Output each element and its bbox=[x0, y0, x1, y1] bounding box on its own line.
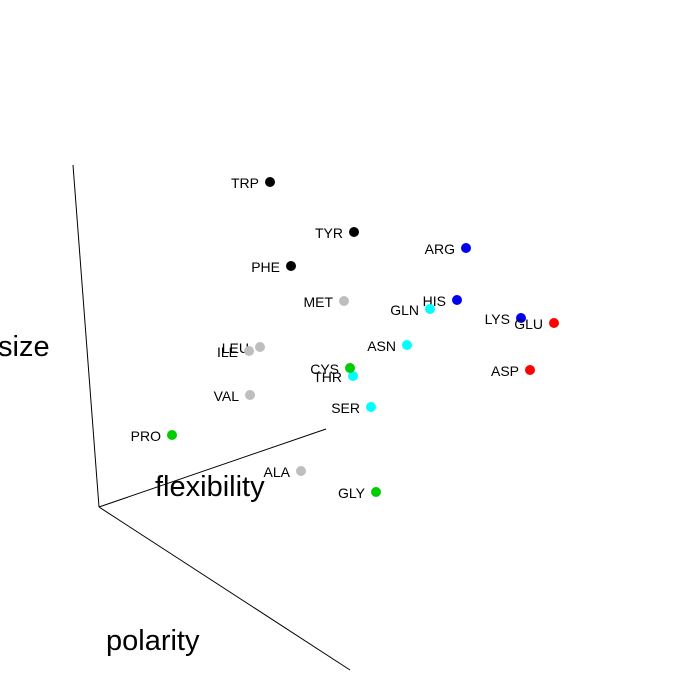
point-cys bbox=[345, 363, 355, 373]
axis-line-size bbox=[72, 164, 100, 508]
point-ala bbox=[296, 466, 306, 476]
point-label-phe: PHE bbox=[251, 259, 280, 275]
point-ile bbox=[244, 346, 254, 356]
point-label-lys: LYS bbox=[485, 311, 510, 327]
point-label-gly: GLY bbox=[338, 485, 366, 501]
point-asn bbox=[402, 340, 412, 350]
point-pro bbox=[167, 430, 177, 440]
axis-label-size: size bbox=[0, 331, 50, 363]
point-label-asn: ASN bbox=[367, 338, 396, 354]
point-label-tyr: TYR bbox=[315, 225, 343, 241]
point-label-ile: ILE bbox=[217, 344, 238, 360]
point-label-asp: ASP bbox=[491, 363, 519, 379]
point-label-thr: THR bbox=[313, 369, 342, 385]
point-label-glu: GLU bbox=[514, 316, 543, 332]
point-met bbox=[339, 296, 349, 306]
point-label-ser: SER bbox=[331, 400, 360, 416]
axis-label-flexibility: flexibility bbox=[155, 471, 265, 503]
point-ser bbox=[366, 402, 376, 412]
point-label-trp: TRP bbox=[231, 175, 259, 191]
point-gly bbox=[371, 487, 381, 497]
point-label-cys: CYS bbox=[310, 361, 339, 377]
point-label-leu: LEU bbox=[222, 340, 249, 356]
point-label-gln: GLN bbox=[390, 302, 419, 318]
axis-label-polarity: polarity bbox=[106, 625, 200, 657]
point-gln bbox=[425, 304, 435, 314]
point-thr bbox=[348, 371, 358, 381]
point-label-met: MET bbox=[303, 294, 333, 310]
point-glu bbox=[549, 318, 559, 328]
point-arg bbox=[461, 243, 471, 253]
point-label-pro: PRO bbox=[131, 428, 161, 444]
point-tyr bbox=[349, 227, 359, 237]
point-label-arg: ARG bbox=[425, 241, 455, 257]
axis-line-polarity bbox=[98, 506, 351, 671]
point-asp bbox=[525, 365, 535, 375]
point-his bbox=[452, 295, 462, 305]
point-phe bbox=[286, 261, 296, 271]
point-label-ala: ALA bbox=[264, 464, 291, 480]
point-lys bbox=[516, 313, 526, 323]
axis-line-flexibility bbox=[98, 428, 327, 508]
point-label-val: VAL bbox=[214, 388, 240, 404]
point-leu bbox=[255, 342, 265, 352]
point-trp bbox=[265, 177, 275, 187]
point-val bbox=[245, 390, 255, 400]
